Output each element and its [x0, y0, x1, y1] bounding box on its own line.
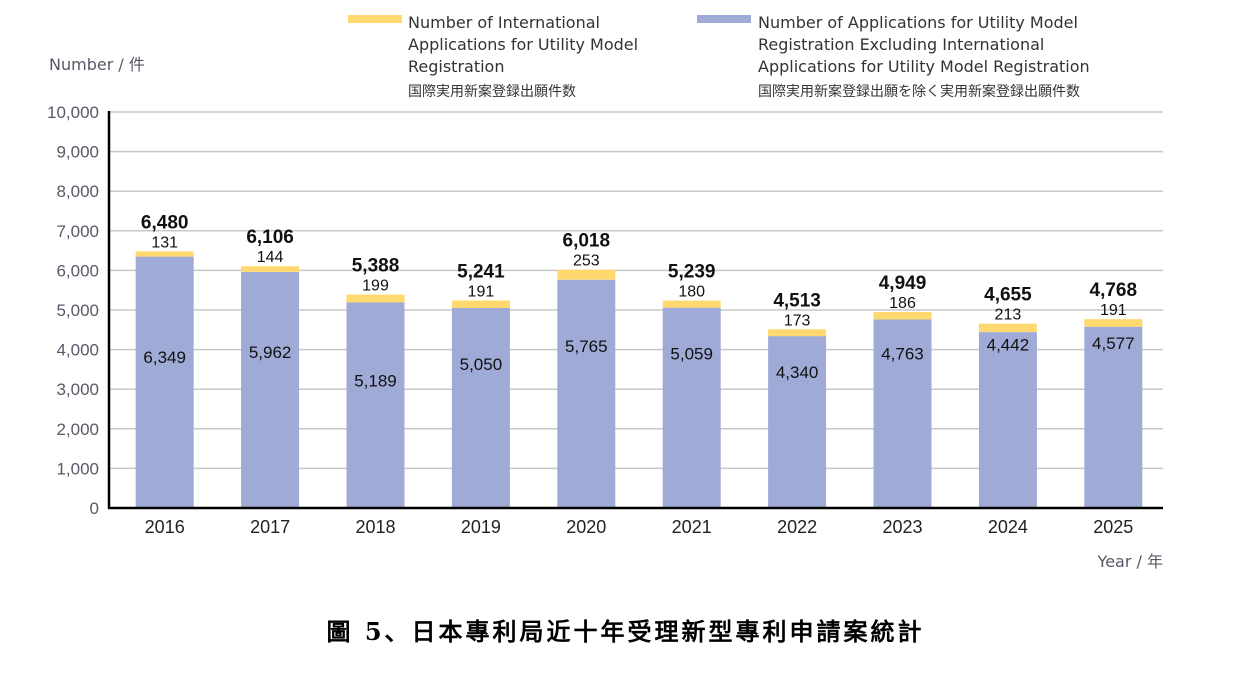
legend-item-domestic: Number of Applications for Utility Model…	[697, 13, 1090, 100]
y-tick-label: 0	[90, 499, 99, 518]
label-total-2016: 6,480	[141, 212, 189, 233]
legend-label-line: Applications for Utility Model	[408, 35, 638, 54]
y-axis-title: Number / 件	[49, 55, 145, 74]
label-domestic-2025: 4,577	[1092, 334, 1135, 353]
legend-label-line: Applications for Utility Model Registrat…	[758, 57, 1090, 76]
bar-international-2022	[768, 329, 827, 337]
y-tick-label: 6,000	[56, 261, 99, 280]
label-total-2021: 5,239	[668, 262, 716, 283]
label-international-2021: 180	[678, 284, 705, 301]
bar-international-2020	[557, 269, 616, 280]
y-tick-label: 2,000	[56, 420, 99, 439]
label-international-2018: 199	[362, 278, 389, 295]
y-tick-label: 1,000	[56, 459, 99, 478]
y-axis-ticks: 0 1,000 2,000 3,000 4,000 5,000 6,000 7,000 8,00…	[47, 103, 99, 518]
legend-item-international: Number of International Applications for…	[348, 13, 638, 100]
label-domestic-2019: 5,050	[460, 355, 503, 374]
bar-domestic-2023	[873, 319, 932, 508]
bar-domestic-2025	[1084, 326, 1143, 508]
y-tick-label: 7,000	[56, 222, 99, 241]
legend-label-line: Number of International	[408, 13, 600, 32]
bar-domestic-2016	[135, 256, 194, 508]
x-tick-label: 2025	[1093, 517, 1133, 537]
label-domestic-2018: 5,189	[354, 372, 397, 391]
x-tick-label: 2019	[461, 517, 501, 537]
bar-international-2018	[346, 294, 405, 303]
x-tick-label: 2023	[882, 517, 922, 537]
label-domestic-2022: 4,340	[776, 363, 819, 382]
label-total-2018: 5,388	[352, 256, 400, 277]
bar-domestic-2019	[451, 308, 510, 508]
label-international-2020: 253	[573, 253, 600, 270]
legend-label-jp: 国際実用新案登録出願を除く実用新案登録出願件数	[758, 83, 1080, 100]
bar-domestic-2024	[978, 332, 1037, 508]
label-domestic-2023: 4,763	[881, 344, 924, 363]
x-tick-label: 2021	[672, 517, 712, 537]
x-axis-ticks: 2016 2017 2018 2019 2020 2021 2022 2023 2024 2025	[145, 517, 1134, 537]
legend-swatch-domestic	[697, 15, 751, 23]
x-tick-label: 2020	[566, 517, 606, 537]
x-tick-label: 2016	[145, 517, 185, 537]
label-total-2017: 6,106	[246, 227, 294, 248]
label-international-2019: 191	[468, 283, 495, 300]
label-total-2023: 4,949	[879, 273, 927, 294]
y-tick-label: 3,000	[56, 380, 99, 399]
bar-international-2023	[873, 312, 932, 320]
y-tick-label: 4,000	[56, 341, 99, 360]
label-international-2025: 191	[1100, 302, 1127, 319]
y-tick-label: 8,000	[56, 182, 99, 201]
bar-domestic-2022	[768, 336, 827, 508]
label-total-2022: 4,513	[773, 290, 821, 311]
label-international-2016: 131	[151, 234, 178, 251]
y-tick-label: 10,000	[47, 103, 99, 122]
label-international-2023: 186	[889, 295, 916, 312]
figure-caption: 圖 5、日本專利局近十年受理新型專利申請案統計	[326, 617, 925, 646]
label-domestic-2017: 5,962	[249, 343, 292, 362]
label-domestic-2020: 5,765	[565, 337, 608, 356]
label-total-2020: 6,018	[563, 231, 611, 252]
bar-international-2024	[978, 323, 1037, 333]
label-domestic-2024: 4,442	[987, 335, 1030, 354]
x-axis-title: Year / 年	[1097, 552, 1163, 571]
bars	[135, 251, 1143, 508]
bar-domestic-2020	[557, 279, 616, 508]
y-tick-label: 9,000	[56, 143, 99, 162]
label-domestic-2021: 5,059	[670, 345, 713, 364]
legend-label-line: Registration	[408, 57, 504, 76]
label-domestic-2016: 6,349	[143, 348, 186, 367]
y-tick-label: 5,000	[56, 301, 99, 320]
bar-international-2019	[451, 300, 510, 309]
bar-domestic-2021	[662, 307, 721, 508]
bar-international-2016	[135, 251, 194, 257]
label-total-2024: 4,655	[984, 285, 1032, 306]
legend-label-line: Registration Excluding International	[758, 35, 1044, 54]
bar-domestic-2018	[346, 302, 405, 508]
x-tick-label: 2017	[250, 517, 290, 537]
label-international-2022: 173	[784, 312, 811, 329]
legend-label-jp: 国際実用新案登録出願件数	[408, 83, 576, 100]
bar-international-2017	[241, 266, 300, 272]
bar-international-2021	[662, 300, 721, 308]
x-tick-label: 2022	[777, 517, 817, 537]
label-international-2017: 144	[257, 249, 284, 266]
x-tick-label: 2024	[988, 517, 1028, 537]
bar-domestic-2017	[241, 271, 300, 508]
legend-swatch-international	[348, 15, 402, 23]
bar-international-2025	[1084, 319, 1143, 327]
label-total-2025: 4,768	[1090, 280, 1138, 301]
legend: Number of International Applications for…	[348, 13, 1090, 100]
x-tick-label: 2018	[355, 517, 395, 537]
axes	[107, 111, 1163, 510]
legend-label-line: Number of Applications for Utility Model	[758, 13, 1078, 32]
label-international-2024: 213	[995, 307, 1022, 324]
label-total-2019: 5,241	[457, 261, 505, 282]
